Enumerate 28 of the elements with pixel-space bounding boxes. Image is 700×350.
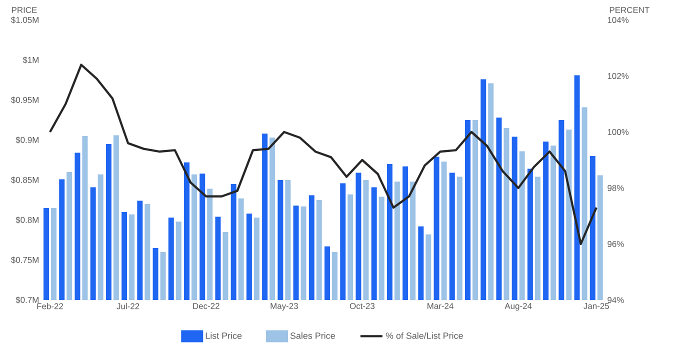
y-tick-label: $1M bbox=[22, 56, 38, 64]
line-series bbox=[48, 64, 598, 246]
y-tick-label: $0.95M bbox=[11, 96, 38, 104]
y-tick-label: $0.85M bbox=[11, 176, 38, 184]
y-tick-label: $0.7M bbox=[16, 296, 38, 304]
x-tick-label: Mar-24 bbox=[428, 303, 454, 310]
x-tick-label: Feb-22 bbox=[37, 303, 63, 310]
y2-tick-label: 96% bbox=[608, 241, 624, 247]
y-tick-label: $0.75M bbox=[11, 256, 38, 264]
x-tick-label: Aug-24 bbox=[504, 303, 532, 311]
x-tick-label: Oct-23 bbox=[350, 303, 375, 310]
y2-tick-label: 100% bbox=[608, 129, 629, 135]
y-tick-label: $1.05M bbox=[11, 16, 38, 24]
legend-label: Sales Price bbox=[290, 332, 335, 339]
y-tick-label: $0.8M bbox=[16, 216, 38, 224]
y2-tick-label: 98% bbox=[608, 185, 624, 191]
y2-tick-label: 94% bbox=[608, 297, 624, 303]
y2-tick-label: 102% bbox=[608, 73, 629, 79]
y-tick-label: $0.9M bbox=[16, 136, 38, 144]
x-tick-label: May-23 bbox=[270, 303, 298, 311]
x-tick-label: Jan-25 bbox=[584, 303, 609, 310]
legend-label: % of Sale/List Price bbox=[386, 332, 463, 339]
legend-label: List Price bbox=[206, 332, 242, 339]
x-tick-label: Jul-22 bbox=[116, 303, 140, 310]
y2-tick-label: 104% bbox=[608, 17, 629, 23]
y2-axis-title: PERCENT bbox=[610, 6, 650, 13]
y-axis-title: PRICE bbox=[12, 6, 37, 13]
x-tick-label: Dec-22 bbox=[193, 303, 220, 310]
